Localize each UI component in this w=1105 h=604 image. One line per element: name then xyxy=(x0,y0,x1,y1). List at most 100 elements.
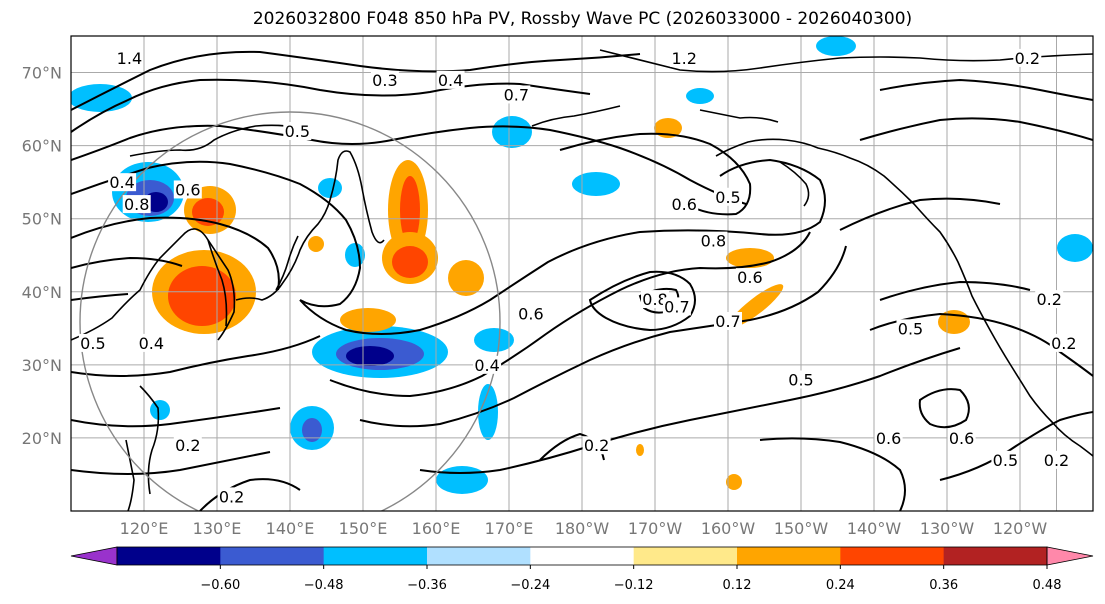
colorbar-tick-label: 0.12 xyxy=(723,578,752,593)
contour-label: 0.7 xyxy=(504,85,529,104)
contour-label: 0.4 xyxy=(139,334,164,353)
negative-anomaly-area xyxy=(71,84,132,112)
contour-label-background xyxy=(735,268,764,287)
contour-label-background xyxy=(787,370,815,389)
contour-label-background xyxy=(991,450,1020,469)
colorbar-tick-label: −0.48 xyxy=(304,578,344,593)
longitude-labels: 120°E 130°E 140°E 150°E 160°E 170°E 180°W 170°W… xyxy=(120,519,1048,538)
contour-label: 0.5 xyxy=(80,334,105,353)
contour-label: 0.5 xyxy=(993,451,1018,470)
contour-label: 0.6 xyxy=(876,429,901,448)
contour-label-background xyxy=(122,195,151,214)
negative-anomaly-area xyxy=(1057,234,1093,262)
contour-label: 0.2 xyxy=(1051,334,1076,353)
contour-label-background xyxy=(1013,48,1042,67)
contour-label-background xyxy=(78,333,107,352)
contour-label-background xyxy=(670,195,699,214)
contour-label: 0.4 xyxy=(438,71,463,90)
negative-anomaly-area xyxy=(686,88,714,104)
negative-anomaly-area xyxy=(478,384,498,440)
contour-label: 0.8 xyxy=(124,195,149,214)
contour-labels: 0.3 0.40.70.50.80.6 0.50.60.80.60.80.70.7 0… xyxy=(78,48,1078,506)
colorbar-tick-label: 0.48 xyxy=(1033,578,1062,593)
negative-anomaly-area xyxy=(492,116,532,148)
contour-label: 0.5 xyxy=(898,319,923,338)
colorbar-tick-label: −0.60 xyxy=(200,578,240,593)
longitude-tick-label: 150°W xyxy=(774,519,829,538)
coastlines xyxy=(71,49,1093,511)
contour-label-background xyxy=(670,48,699,67)
contour-label-background xyxy=(714,187,742,206)
contour-label-background xyxy=(1049,333,1078,352)
contour-label: 0.5 xyxy=(788,370,813,389)
longitude-tick-label: 170°W xyxy=(628,519,683,538)
contour-label: 0.2 xyxy=(584,436,609,455)
map-border xyxy=(70,35,1094,512)
positive-anomaly-area xyxy=(636,444,644,456)
colorbar-segment xyxy=(427,547,531,565)
latitude-tick-label: 30°N xyxy=(22,356,62,375)
longitude-tick-label: 120°E xyxy=(120,519,169,538)
contour-label: 0.7 xyxy=(715,312,740,331)
negative-anomaly-area xyxy=(345,243,365,267)
contour-label: 0.2 xyxy=(1036,290,1061,309)
colorbar-segment xyxy=(220,547,325,565)
latitude-tick-label: 50°N xyxy=(22,210,62,229)
colorbar-outline xyxy=(116,546,1048,566)
contour-label: 0.6 xyxy=(175,180,200,199)
positive-anomaly-area xyxy=(728,284,784,328)
contour-label-background xyxy=(173,436,202,455)
contour-label: 0.7 xyxy=(664,297,689,316)
contour-label: 0.6 xyxy=(518,305,543,324)
colorbar-segment xyxy=(840,547,945,565)
longitude-tick-label: 130°W xyxy=(920,519,975,538)
contour-label: 0.6 xyxy=(737,268,762,287)
longitude-tick-label: 140°W xyxy=(847,519,902,538)
colorbar-extend-low xyxy=(70,546,118,566)
contour-label: 0.3 xyxy=(372,71,397,90)
longitude-tick-label: 140°E xyxy=(266,519,315,538)
negative-anomaly-area xyxy=(318,178,342,198)
contour-label: 0.4 xyxy=(109,173,134,192)
contour-label: 0.4 xyxy=(474,356,499,375)
negative-anomaly-area xyxy=(436,466,488,494)
contour-label: 0.8 xyxy=(701,232,726,251)
positive-anomaly-area xyxy=(168,266,236,326)
colorbar-segment xyxy=(530,547,635,565)
latitude-tick-label: 60°N xyxy=(22,137,62,156)
contour-label-background xyxy=(283,122,312,140)
contour-label-background xyxy=(137,333,166,352)
positive-anomaly-area xyxy=(448,260,484,296)
positive-anomaly-area xyxy=(400,176,420,244)
latitude-labels: 70°N 60°N 50°N 40°N 30°N 20°N xyxy=(22,64,62,448)
colorbar-segment xyxy=(943,547,1048,565)
contour-label-background xyxy=(115,48,144,67)
colorbar: −0.60 −0.48 −0.36 −0.24 −0.12 0.12 0.24 0.36 0.4… xyxy=(70,546,1094,593)
colorbar-segment xyxy=(737,547,841,565)
contour-label: 0.8 xyxy=(642,290,667,309)
plot-title: 2026032800 F048 850 hPa PV, Rossby Wave … xyxy=(252,9,913,29)
contour-label-background xyxy=(1042,450,1071,469)
colorbar-segment xyxy=(323,547,428,565)
longitude-tick-label: 170°E xyxy=(485,519,534,538)
contour-label-background xyxy=(582,436,611,455)
contour-label: 0.2 xyxy=(1015,49,1040,68)
positive-anomaly-area xyxy=(726,474,742,490)
negative-anomaly-area xyxy=(302,418,322,442)
contour-label-background xyxy=(173,180,202,199)
contour-label-background xyxy=(502,85,531,104)
negative-anomaly-area xyxy=(346,346,394,366)
contour-label-background xyxy=(714,312,742,330)
negative-anomaly-area xyxy=(474,328,514,352)
contour-label-background xyxy=(662,297,691,316)
colorbar-tick-label: −0.36 xyxy=(407,578,447,593)
positive-anomaly-area xyxy=(392,246,428,278)
colorbar-tick-label: −0.24 xyxy=(510,578,550,593)
contour-label-background xyxy=(947,428,976,447)
positive-anomaly-area xyxy=(726,248,774,268)
longitude-tick-label: 160°E xyxy=(412,519,461,538)
colorbar-tick-label: 0.36 xyxy=(929,578,958,593)
negative-anomaly-area xyxy=(150,400,170,420)
longitude-tick-label: 150°E xyxy=(339,519,388,538)
